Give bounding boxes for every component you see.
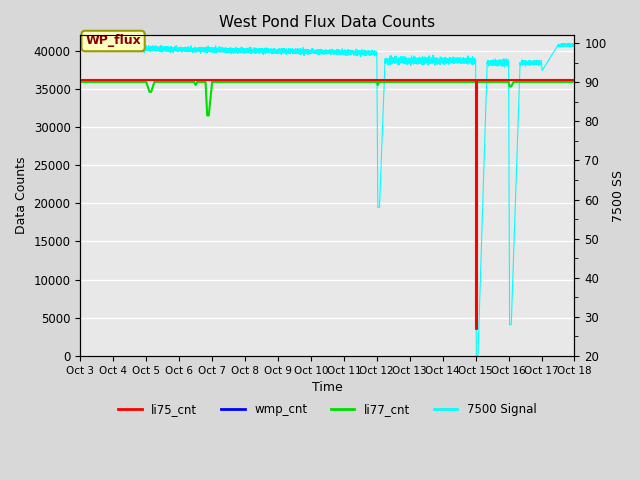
X-axis label: Time: Time	[312, 381, 343, 394]
Y-axis label: 7500 SS: 7500 SS	[612, 169, 625, 222]
Title: West Pond Flux Data Counts: West Pond Flux Data Counts	[220, 15, 435, 30]
Y-axis label: Data Counts: Data Counts	[15, 157, 28, 234]
Legend: li75_cnt, wmp_cnt, li77_cnt, 7500 Signal: li75_cnt, wmp_cnt, li77_cnt, 7500 Signal	[113, 398, 541, 420]
Text: WP_flux: WP_flux	[85, 35, 141, 48]
